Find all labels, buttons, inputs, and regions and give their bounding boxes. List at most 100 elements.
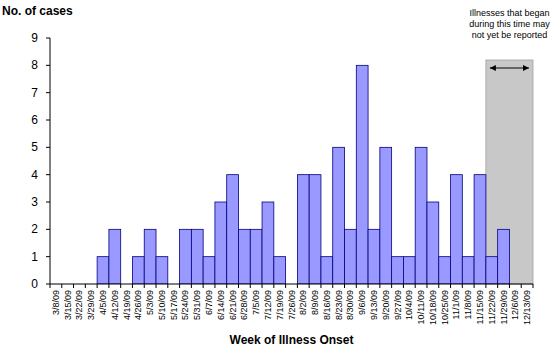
x-tick (521, 284, 522, 288)
x-tick-label: 11/1/09 (451, 290, 461, 319)
bar (180, 229, 192, 284)
x-tick-label: 5/10/09 (157, 290, 167, 320)
x-tick-label: 5/31/09 (192, 290, 202, 320)
annotation-line: not yet be reported (472, 30, 548, 40)
y-tick (46, 147, 50, 148)
bar (109, 229, 121, 284)
y-tick (46, 174, 50, 175)
bar (250, 229, 262, 284)
x-tick-label: 12/13/09 (522, 290, 532, 325)
bar (227, 175, 239, 284)
bar (191, 229, 203, 284)
x-tick-label: 8/9/09 (310, 290, 320, 315)
bar (392, 257, 404, 284)
x-tick (179, 284, 180, 288)
x-tick (474, 284, 475, 288)
y-tick-label: 7 (31, 86, 38, 100)
x-tick (156, 284, 157, 288)
x-tick (403, 284, 404, 288)
x-tick (214, 284, 215, 288)
y-tick (46, 38, 50, 39)
x-tick (273, 284, 274, 288)
x-tick (167, 284, 168, 288)
y-tick (46, 284, 50, 285)
x-tick (497, 284, 498, 288)
x-tick (73, 284, 74, 288)
bar (439, 257, 451, 284)
bar (321, 257, 333, 284)
bar (345, 229, 357, 284)
x-tick-label: 7/26/09 (287, 290, 297, 320)
x-tick-label: 9/27/09 (393, 290, 403, 320)
x-tick-label: 6/14/09 (216, 290, 226, 320)
x-tick-label: 3/22/09 (74, 290, 84, 320)
y-tick-label: 1 (31, 250, 38, 264)
bar (309, 175, 321, 284)
x-tick-label: 11/8/09 (463, 290, 473, 319)
bar (462, 257, 474, 284)
x-tick-label: 8/2/09 (298, 290, 308, 315)
x-tick-label: 6/21/09 (228, 290, 238, 320)
x-tick-label: 11/29/09 (499, 290, 509, 324)
x-tick (320, 284, 321, 288)
x-tick (509, 284, 510, 288)
x-tick-label: 6/7/09 (204, 290, 214, 315)
x-tick-label: 9/13/09 (369, 290, 379, 320)
x-tick (309, 284, 310, 288)
chart: Illnesses that beganduring this time may… (0, 0, 560, 349)
x-tick-label: 8/30/09 (345, 290, 355, 320)
bar (215, 202, 227, 284)
bar (415, 147, 427, 284)
bar (368, 229, 380, 284)
bar (380, 147, 392, 284)
y-tick-label: 5 (31, 140, 38, 154)
x-tick (97, 284, 98, 288)
x-tick-label: 9/6/09 (357, 290, 367, 315)
x-tick-label: 10/25/09 (440, 290, 450, 325)
y-tick-label: 0 (31, 277, 38, 291)
x-axis-title: Week of Illness Onset (230, 333, 354, 347)
y-tick-label: 2 (31, 222, 38, 236)
x-tick (462, 284, 463, 288)
x-tick (415, 284, 416, 288)
y-tick (46, 92, 50, 93)
x-tick-label: 11/15/09 (475, 290, 485, 324)
x-tick-label: 7/5/09 (251, 290, 261, 315)
x-tick (391, 284, 392, 288)
y-axis-title: No. of cases (2, 4, 73, 18)
x-tick-label: 4/12/09 (110, 290, 120, 320)
bar (333, 147, 345, 284)
x-tick-label: 3/15/09 (63, 290, 73, 320)
y-tick (46, 256, 50, 257)
x-tick (533, 284, 534, 288)
bar (427, 202, 439, 284)
y-tick-label: 6 (31, 113, 38, 127)
unreported-region (486, 60, 533, 284)
x-tick (238, 284, 239, 288)
bar (486, 257, 498, 284)
y-tick (46, 120, 50, 121)
y-tick-label: 8 (31, 58, 38, 72)
x-tick-label: 3/29/09 (86, 290, 96, 320)
x-tick-label: 8/23/09 (334, 290, 344, 320)
x-tick (426, 284, 427, 288)
x-tick (344, 284, 345, 288)
x-tick-label: 8/16/09 (322, 290, 332, 320)
y-tick-label: 4 (31, 168, 38, 182)
x-tick-label: 9/20/09 (381, 290, 391, 320)
bar (356, 65, 368, 284)
x-axis (50, 284, 533, 285)
x-tick (203, 284, 204, 288)
x-tick (262, 284, 263, 288)
bar (274, 257, 286, 284)
x-tick-label: 5/3/09 (145, 290, 155, 315)
bar (203, 257, 215, 284)
bars (97, 65, 509, 284)
bar (451, 175, 463, 284)
bar (403, 257, 415, 284)
bar (132, 257, 144, 284)
annotation-line: during this time may (469, 19, 550, 29)
x-tick (297, 284, 298, 288)
y-tick-label: 9 (31, 31, 38, 45)
x-tick (485, 284, 486, 288)
